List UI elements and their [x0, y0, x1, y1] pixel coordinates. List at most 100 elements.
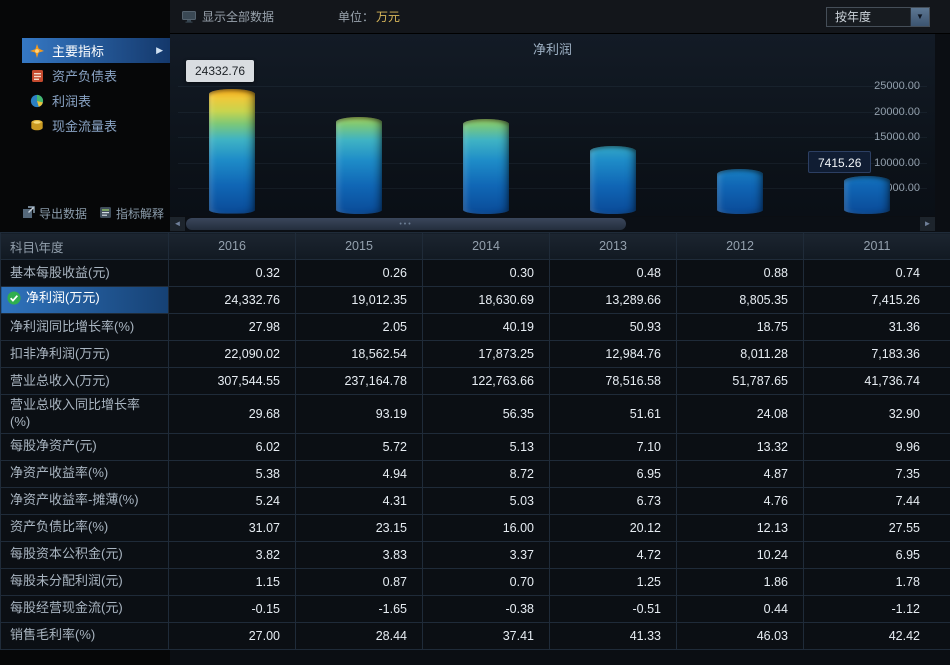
table-body: 基本每股收益(元) 0.32 0.26 0.30 0.48 0.88 0.74 净利润(万元)…	[0, 259, 950, 650]
scroll-left-button[interactable]: ◄	[170, 217, 185, 231]
cell-value: 3.82	[168, 540, 296, 569]
cell-value: 0.44	[676, 594, 804, 623]
cell-value: 13,289.66	[549, 286, 677, 314]
topbar: 显示全部数据 单位： 万元 按年度 ▼	[170, 0, 950, 34]
cell-value: 50.93	[549, 313, 677, 341]
cell-value: 1.15	[168, 567, 296, 596]
bar-2015[interactable]	[335, 116, 382, 214]
year-column-header[interactable]: 2016	[168, 232, 296, 260]
row-label[interactable]: 资产负债比率(%)	[0, 513, 169, 542]
cell-value: 7.44	[803, 486, 950, 515]
table-row: 净利润(万元) 24,332.76 19,012.35 18,630.69 13,289…	[0, 286, 950, 314]
cell-value: 23.15	[295, 513, 423, 542]
cell-value: 6.02	[168, 432, 296, 461]
row-label[interactable]: 基本每股收益(元)	[0, 259, 169, 287]
tool-label: 导出数据	[39, 207, 88, 221]
row-label[interactable]: 净利润(万元)	[0, 286, 169, 314]
sidebar-item[interactable]: 主要指标 ▶	[22, 38, 170, 63]
cell-value: -1.65	[295, 594, 423, 623]
table-row: 销售毛利率(%) 27.00 28.44 37.41 41.33 46.03 42.42	[0, 621, 950, 650]
cell-value: 46.03	[676, 621, 804, 650]
chart-title: 净利润	[532, 42, 572, 57]
table-header-row: 科目\年度 2016 2015 2014 2013 2012 2011	[0, 232, 950, 260]
row-label[interactable]: 营业总收入同比增长率(%)	[0, 394, 169, 434]
cell-value: 7.10	[549, 432, 677, 461]
cell-value: 19,012.35	[295, 286, 423, 314]
row-label-text: 净利润(万元)	[26, 290, 100, 306]
value-tooltip: 7415.26	[808, 151, 872, 173]
cell-value: 41.33	[549, 621, 677, 650]
year-column-header[interactable]: 2014	[422, 232, 550, 260]
cell-value: 32.90	[803, 394, 950, 434]
row-label[interactable]: 净资产收益率(%)	[0, 459, 169, 488]
cell-value: 10.24	[676, 540, 804, 569]
row-label[interactable]: 每股未分配利润(元)	[0, 567, 169, 596]
net-profit-chart: 净利润 5000.00 10000.00 15000.00 20000.00 25000…	[170, 34, 935, 216]
row-label[interactable]: 扣非净利润(万元)	[0, 340, 169, 368]
row-label[interactable]: 净利润同比增长率(%)	[0, 313, 169, 341]
cell-value: 37.41	[422, 621, 550, 650]
year-column-header[interactable]: 2013	[549, 232, 677, 260]
cell-value: -0.38	[422, 594, 550, 623]
cell-value: 122,763.66	[422, 367, 550, 395]
scrollbar-thumb[interactable]: •••	[186, 218, 626, 230]
cell-value: 0.87	[295, 567, 423, 596]
sidebar-item-label: 现金流量表	[52, 119, 118, 134]
row-label[interactable]: 每股经营现金流(元)	[0, 594, 169, 623]
cell-value: 4.31	[295, 486, 423, 515]
cell-value: 0.74	[803, 259, 950, 287]
table-row: 营业总收入同比增长率(%) 29.68 93.19 56.35 51.61 24.08 32…	[0, 394, 950, 434]
cell-value: 29.68	[168, 394, 296, 434]
year-column-header[interactable]: 2011	[803, 232, 950, 260]
sidebar-item[interactable]: 现金流量表▶	[22, 113, 170, 138]
show-all-data-label[interactable]: 显示全部数据	[202, 10, 275, 24]
cell-value: 3.37	[422, 540, 550, 569]
period-dropdown[interactable]: 按年度 ▼	[826, 6, 930, 27]
profit-pie-icon	[28, 94, 46, 108]
cell-value: 17,873.25	[422, 340, 550, 368]
cell-value: 2.05	[295, 313, 423, 341]
bar-2014[interactable]	[462, 118, 509, 214]
table-row: 基本每股收益(元) 0.32 0.26 0.30 0.48 0.88 0.74	[0, 259, 950, 287]
cell-value: 51.61	[549, 394, 677, 434]
chart-scrollbar[interactable]: ◄ ••• ►	[170, 217, 935, 231]
data-display-icon	[182, 10, 196, 23]
year-column-header[interactable]: 2012	[676, 232, 804, 260]
cell-value: 40.19	[422, 313, 550, 341]
bar-2011[interactable]	[843, 176, 890, 214]
y-axis-label: 10000.00	[874, 156, 920, 169]
cell-value: 7.35	[803, 459, 950, 488]
cell-value: 18.75	[676, 313, 804, 341]
cell-value: 237,164.78	[295, 367, 423, 395]
cell-value: 4.94	[295, 459, 423, 488]
cell-value: 13.32	[676, 432, 804, 461]
row-label[interactable]: 营业总收入(万元)	[0, 367, 169, 395]
sidebar-item-label: 资产负债表	[52, 69, 118, 84]
cell-value: 6.95	[549, 459, 677, 488]
cell-value: 1.86	[676, 567, 804, 596]
bar-2012[interactable]	[716, 168, 763, 214]
cell-value: 56.35	[422, 394, 550, 434]
sidebar-item[interactable]: 利润表▶	[22, 88, 170, 113]
cell-value: 78,516.58	[549, 367, 677, 395]
tool-explain[interactable]: 指标解释	[99, 205, 164, 222]
tool-label: 指标解释	[116, 207, 165, 221]
chevron-down-icon[interactable]: ▼	[910, 7, 929, 26]
year-column-header[interactable]: 2015	[295, 232, 423, 260]
cell-value: 12,984.76	[549, 340, 677, 368]
sidebar-item[interactable]: 资产负债表▶	[22, 63, 170, 88]
cell-value: 24.08	[676, 394, 804, 434]
unit-label: 单位： 万元	[338, 8, 400, 25]
row-label[interactable]: 每股资本公积金(元)	[0, 540, 169, 569]
cell-value: 5.38	[168, 459, 296, 488]
row-label[interactable]: 净资产收益率-摊薄(%)	[0, 486, 169, 515]
tool-export[interactable]: 导出数据	[22, 205, 87, 222]
bar-2016[interactable]	[208, 89, 255, 214]
row-label[interactable]: 每股净资产(元)	[0, 432, 169, 461]
sidebar-tools: 导出数据 指标解释	[22, 205, 164, 222]
table-row: 每股资本公积金(元) 3.82 3.83 3.37 4.72 10.24 6.95	[0, 540, 950, 569]
scroll-right-button[interactable]: ►	[920, 217, 935, 231]
unit-prefix: 单位：	[338, 10, 375, 24]
bar-2013[interactable]	[589, 145, 636, 214]
row-label[interactable]: 销售毛利率(%)	[0, 621, 169, 650]
